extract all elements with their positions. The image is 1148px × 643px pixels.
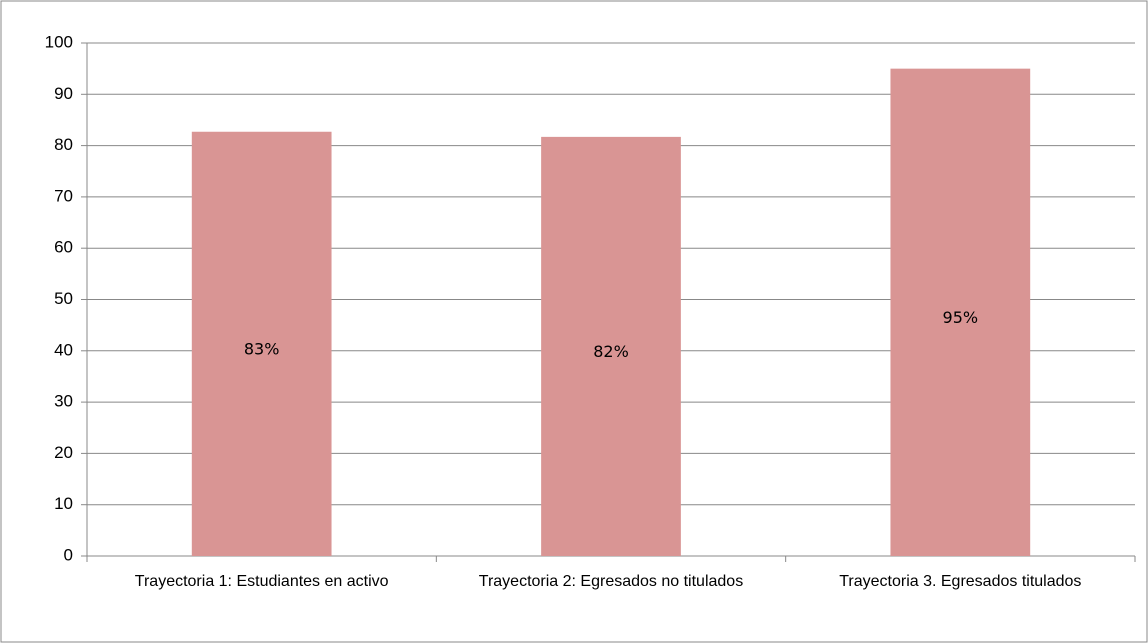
bar: [890, 68, 1031, 557]
y-tick-label: 10: [54, 494, 73, 513]
data-label: 95%: [943, 308, 979, 327]
y-tick-label: 100: [45, 32, 73, 51]
x-tick-label: Trayectoria 3. Egresados titulados: [839, 573, 1082, 590]
y-tick-label: 20: [54, 443, 73, 462]
bar: [541, 136, 681, 556]
y-tick-label: 70: [54, 186, 73, 205]
y-tick-label: 60: [54, 238, 73, 257]
data-label: 82%: [593, 342, 629, 361]
x-tick-label: Trayectoria 1: Estudiantes en activo: [134, 573, 389, 590]
y-tick-label: 30: [54, 392, 73, 411]
y-tick-label: 80: [54, 135, 73, 154]
y-tick-label: 90: [54, 84, 73, 103]
bar: [191, 131, 332, 556]
y-tick-label: 50: [54, 289, 73, 308]
y-tick-label: 0: [64, 545, 73, 564]
y-tick-label: 40: [54, 340, 73, 359]
data-label: 83%: [244, 339, 280, 358]
x-tick-label: Trayectoria 2: Egresados no titulados: [478, 573, 744, 590]
